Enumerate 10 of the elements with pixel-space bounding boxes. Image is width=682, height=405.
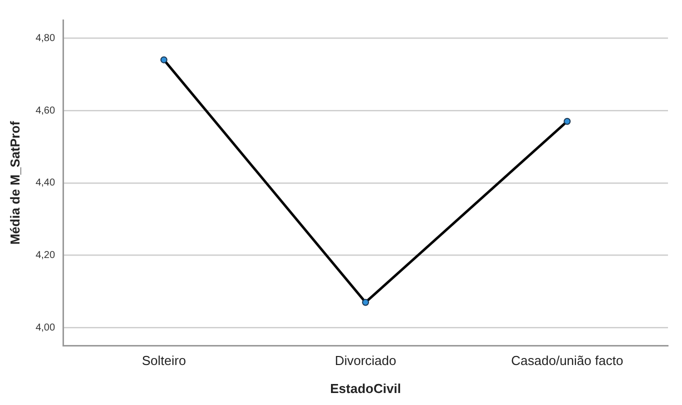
x-axis-title: EstadoCivil — [330, 380, 401, 396]
y-axis-title: Média de M_SatProf — [7, 120, 22, 245]
x-tick-label: Divorciado — [334, 353, 396, 368]
y-tick-label: 4,60 — [36, 105, 56, 116]
y-tick-label: 4,20 — [36, 250, 56, 262]
y-tick-label: 4,40 — [36, 178, 56, 189]
y-tick-label: 4,80 — [36, 32, 56, 44]
x-tick-label: Casado/união facto — [511, 353, 624, 368]
y-tick-label: 4,00 — [36, 322, 56, 334]
x-tick-label: Solteiro — [142, 353, 186, 368]
